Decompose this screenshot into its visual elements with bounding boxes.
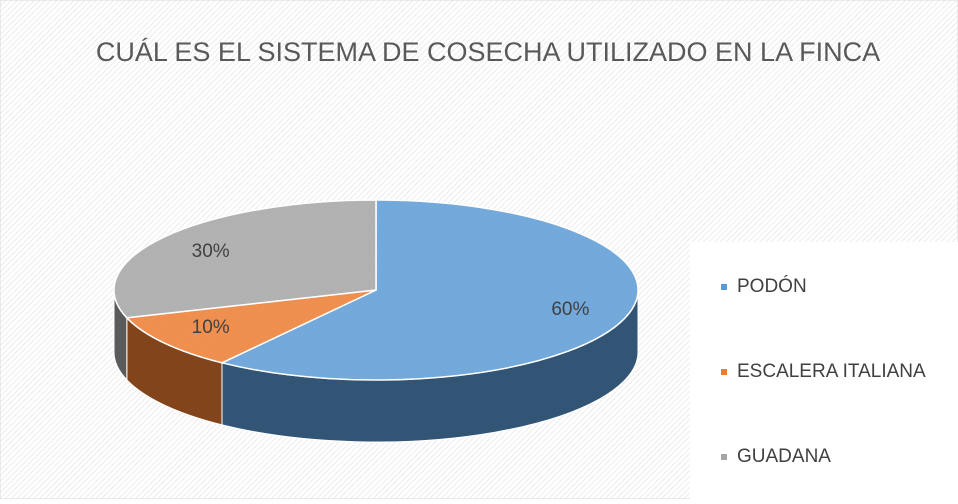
chart-title: CUÁL ES EL SISTEMA DE COSECHA UTILIZADO …	[96, 37, 880, 67]
pie-slice	[113, 199, 377, 319]
legend-label: GUADANA	[737, 446, 831, 467]
legend-label: ESCALERA ITALIANA	[737, 361, 926, 382]
legend-label: PODÓN	[737, 275, 807, 297]
legend-marker	[721, 369, 727, 375]
data-label: 60%	[551, 299, 589, 320]
legend-marker	[721, 284, 727, 290]
data-label: 10%	[192, 317, 230, 338]
data-label: 30%	[192, 241, 230, 262]
legend-box	[690, 242, 958, 499]
pie-slice	[219, 199, 639, 381]
legend-marker	[721, 454, 727, 460]
pie-slice	[125, 289, 377, 364]
